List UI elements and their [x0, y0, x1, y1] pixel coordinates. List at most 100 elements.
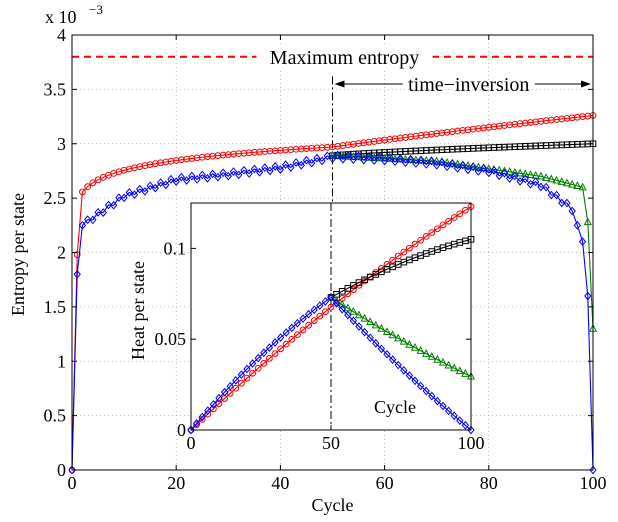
inset-y-tick-label: 0 — [177, 420, 186, 440]
main-point-blue — [99, 208, 107, 217]
main-series-blue — [68, 150, 597, 475]
inset-point-blue-rise — [310, 305, 318, 315]
main-point-blue — [360, 155, 368, 165]
main-point-green — [557, 177, 566, 185]
time-inversion-arrowhead-right — [581, 80, 591, 88]
main-point-blue — [485, 168, 493, 178]
main-point-blue — [505, 174, 514, 183]
inset-point-green — [427, 352, 436, 360]
max-entropy-label-bg — [256, 44, 433, 69]
main-y-tick-label: 3.5 — [44, 79, 67, 99]
main-point-blue — [568, 206, 576, 216]
main-point-red — [334, 142, 342, 150]
main-point-blue — [464, 165, 472, 175]
main-x-tick-label: 100 — [580, 473, 607, 493]
main-point-red — [381, 136, 389, 144]
inset-point-blue-fall — [377, 344, 386, 354]
main-point-red — [193, 154, 201, 162]
main-point-green — [552, 175, 561, 184]
main-point-red — [245, 149, 253, 157]
main-point-blue — [245, 169, 253, 178]
main-point-blue — [495, 171, 503, 181]
main-point-blue — [479, 163, 488, 173]
inset-point-blue-rise — [226, 381, 234, 391]
main-point-green — [448, 158, 457, 167]
inset-point-green — [399, 336, 408, 345]
main-point-red — [547, 116, 555, 124]
main-point-blue — [172, 177, 180, 186]
inset-point-red — [456, 210, 464, 218]
main-point-blue — [349, 155, 357, 165]
main-point-blue — [344, 151, 352, 160]
main-point-red — [79, 188, 86, 196]
inset-point-blue-fall — [400, 365, 408, 375]
inset-point-red — [316, 312, 324, 320]
main-point-blue — [78, 220, 87, 230]
inset-point-blue-rise — [293, 318, 302, 328]
main-point-red — [516, 120, 524, 128]
inset-point-green — [461, 369, 470, 377]
inset-point-green — [444, 360, 453, 369]
main-point-blue — [177, 172, 186, 182]
inset-point-red — [277, 345, 285, 353]
inset-point-blue-rise — [282, 328, 290, 338]
inset-point-blue-rise — [304, 309, 313, 319]
main-point-red — [469, 125, 477, 133]
main-point-red — [537, 117, 545, 125]
main-point-blue — [365, 151, 373, 161]
main-point-red — [303, 145, 310, 152]
main-point-red — [339, 142, 347, 149]
inset-point-red — [389, 256, 397, 264]
main-point-blue — [209, 169, 217, 179]
main-point-blue — [584, 291, 592, 301]
inset-series-blue-rise — [187, 293, 335, 435]
main-point-red — [485, 123, 493, 131]
inset-point-blue-rise — [248, 359, 257, 368]
main-point-blue — [422, 160, 430, 169]
main-point-blue — [83, 215, 92, 225]
inset-point-blue-rise — [204, 406, 212, 415]
inset-point-red — [428, 229, 436, 236]
main-point-red — [558, 115, 566, 123]
main-point-red — [412, 132, 420, 140]
main-point-red — [573, 113, 581, 121]
main-point-green — [458, 160, 467, 169]
inset-point-red — [322, 308, 329, 316]
inset-point-red — [254, 364, 262, 372]
inset-point-blue-fall — [416, 381, 425, 391]
main-point-blue — [198, 170, 206, 180]
main-x-tick-label: 80 — [480, 473, 498, 493]
main-point-red — [162, 158, 170, 166]
main-point-red — [349, 140, 357, 148]
main-point-red — [443, 128, 451, 136]
main-point-blue — [193, 175, 201, 184]
main-point-red — [464, 126, 472, 134]
main-point-red — [375, 137, 383, 145]
main-point-red — [511, 120, 519, 128]
main-point-green — [479, 163, 488, 172]
main-point-blue — [156, 178, 165, 187]
main-point-blue — [229, 167, 238, 176]
main-point-blue — [354, 151, 363, 161]
main-point-red — [355, 140, 362, 147]
inset-point-green — [410, 343, 420, 351]
inset-point-blue-rise — [220, 387, 229, 397]
main-point-green — [510, 167, 519, 176]
main-point-blue — [453, 163, 462, 173]
inset-x-tick-label: 100 — [458, 433, 485, 453]
inset-point-red — [271, 350, 279, 358]
main-point-red — [490, 123, 498, 131]
inset-point-blue-rise — [243, 364, 251, 374]
main-point-green — [578, 182, 587, 191]
max-entropy-label: Maximum entropy — [270, 47, 419, 69]
inset-point-blue-fall — [332, 298, 341, 308]
main-x-axis-title: Cycle — [312, 495, 354, 515]
main-point-red — [172, 157, 180, 164]
main-point-red — [297, 145, 305, 153]
main-point-blue — [162, 180, 170, 190]
main-point-green — [583, 217, 592, 226]
main-point-blue — [552, 190, 561, 200]
inset-point-blue-fall — [388, 355, 397, 365]
main-x-tick-label: 20 — [167, 473, 185, 493]
